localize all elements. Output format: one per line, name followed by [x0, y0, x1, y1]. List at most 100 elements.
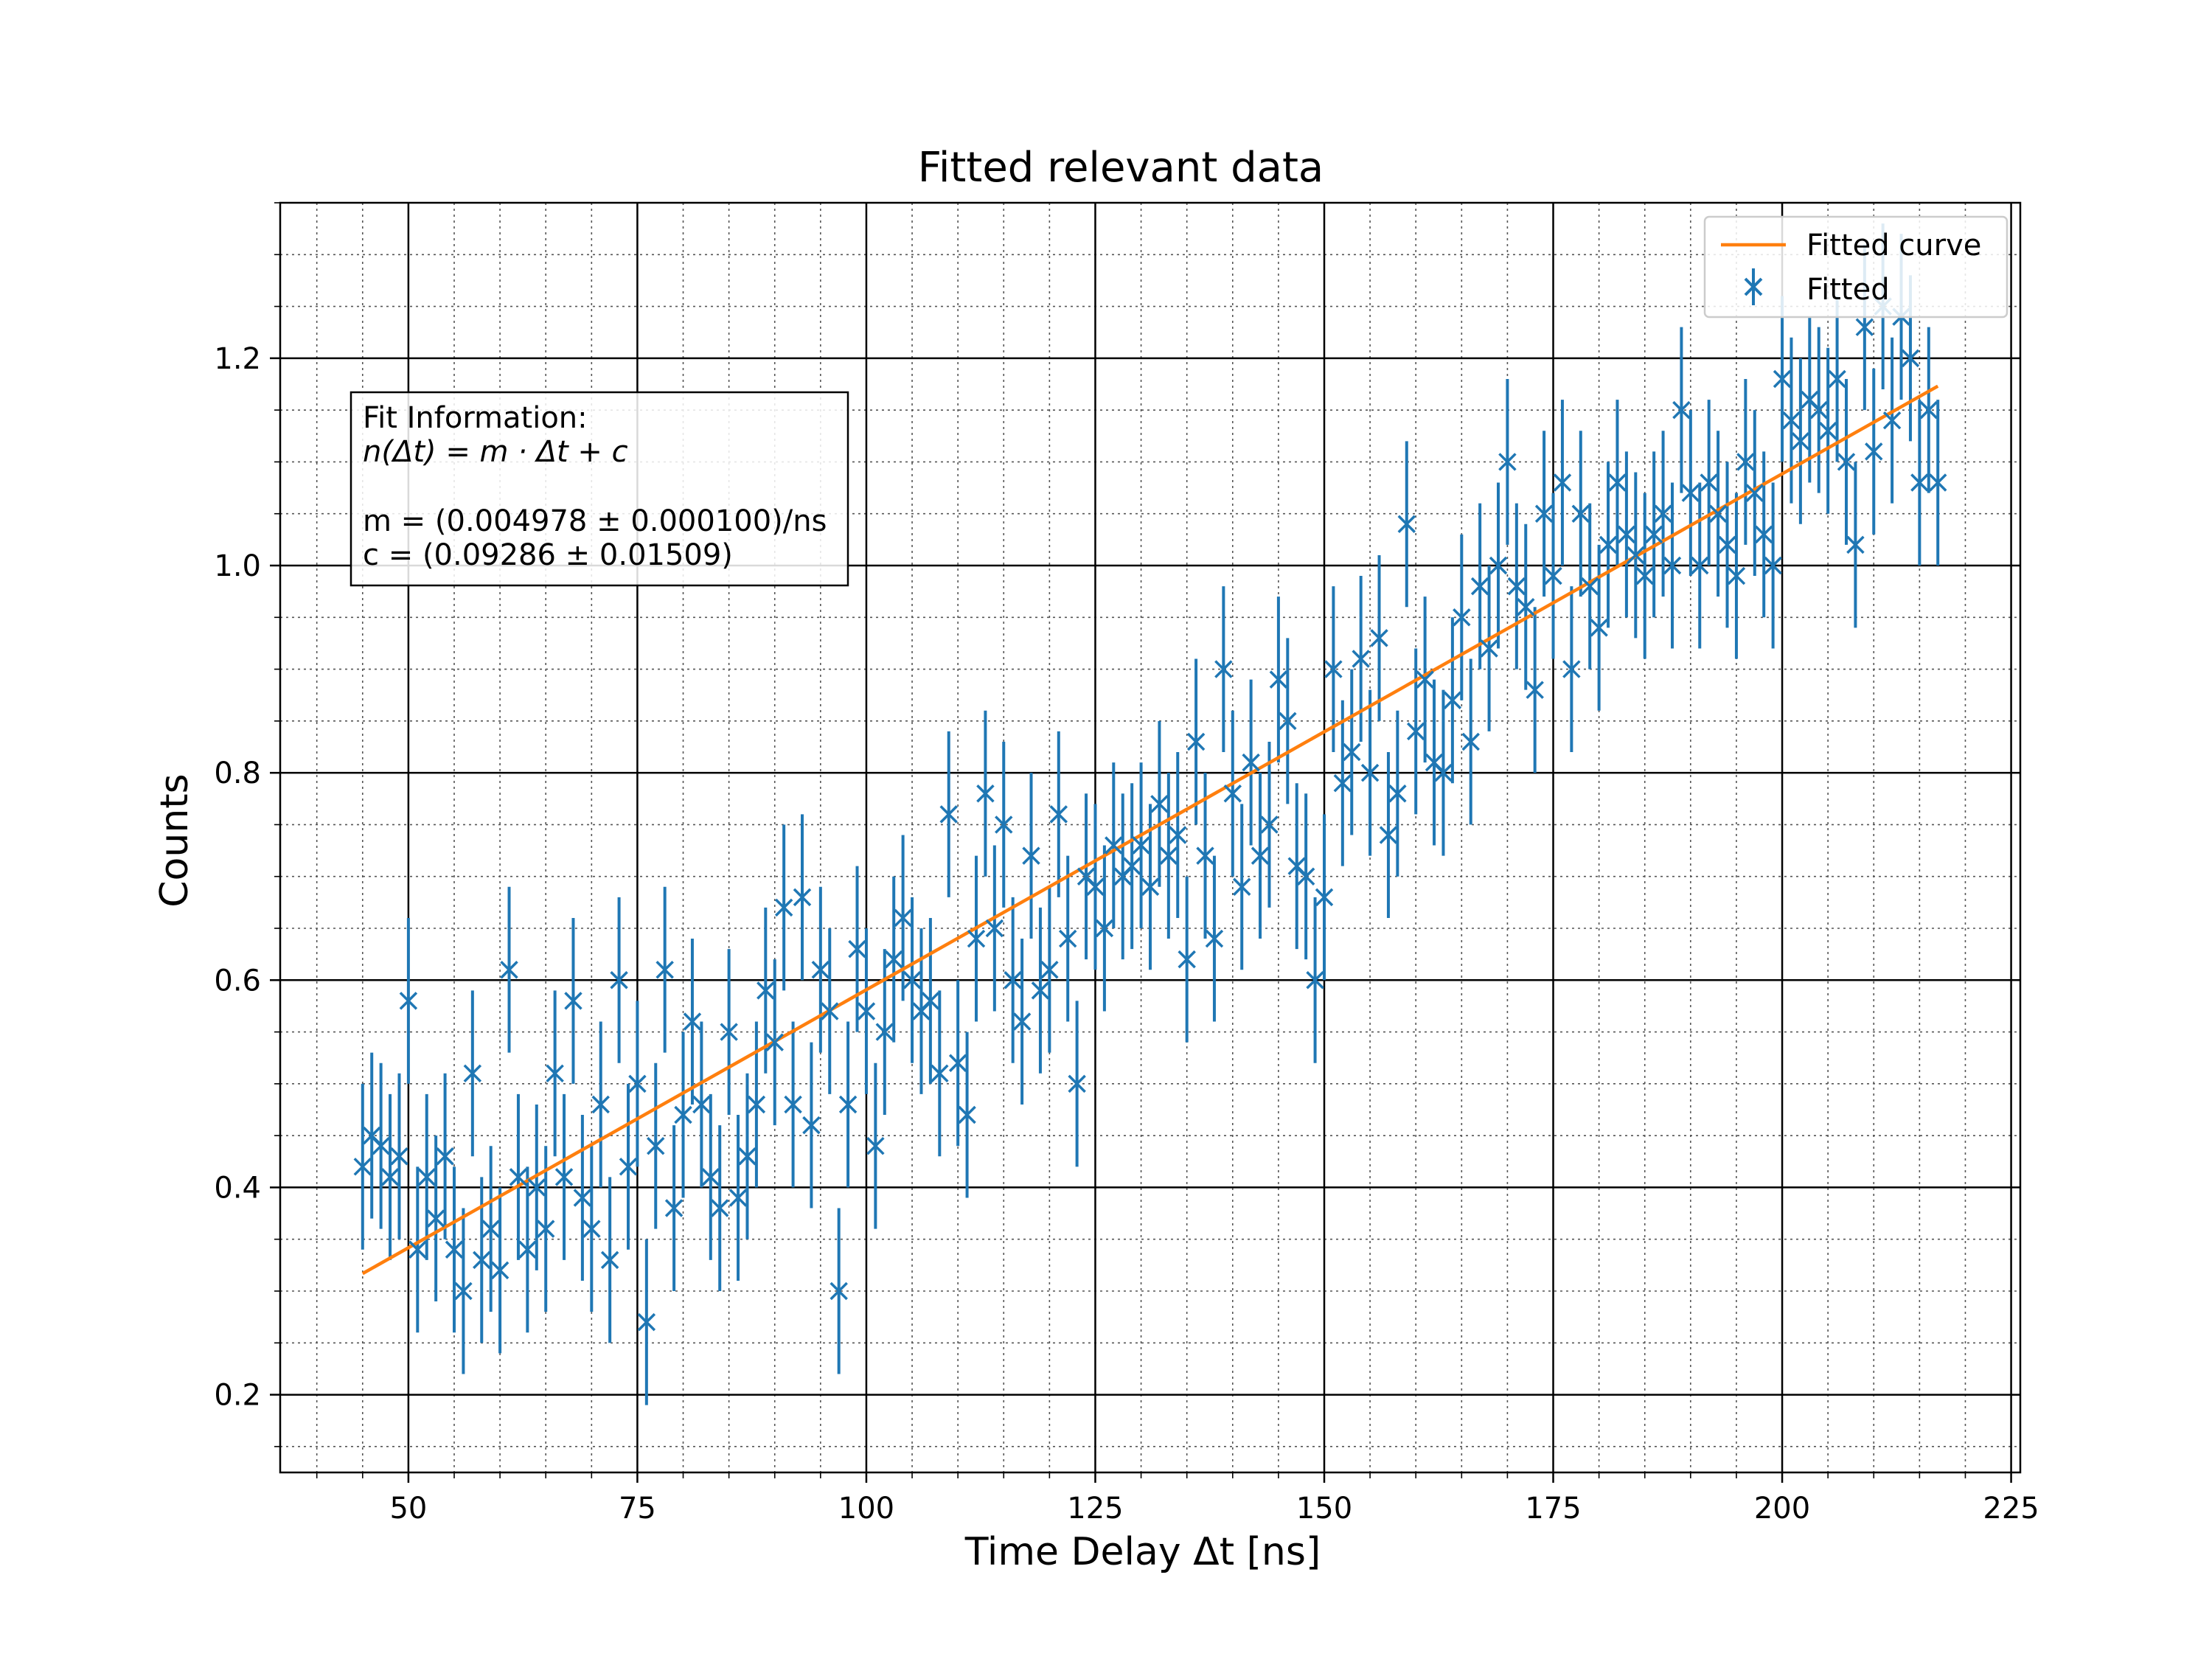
data-point-stroke	[610, 971, 628, 990]
data-point-stroke	[1031, 981, 1050, 1000]
data-point-stroke	[1782, 411, 1801, 430]
data-point	[701, 1168, 720, 1186]
data-point-stroke	[1865, 442, 1883, 461]
data-point	[637, 1312, 656, 1332]
data-point-stroke	[1012, 1012, 1032, 1031]
data-point	[573, 1189, 592, 1207]
data-point-stroke	[1251, 846, 1270, 865]
data-point-stroke	[821, 1002, 839, 1020]
data-point-stroke	[976, 785, 995, 803]
data-point-stroke	[1846, 535, 1865, 554]
data-point	[1644, 525, 1663, 544]
data-point-stroke	[1306, 971, 1324, 990]
data-point	[1122, 857, 1141, 875]
data-point	[1040, 960, 1059, 979]
data-point-stroke	[1910, 473, 1929, 492]
data-point	[1232, 877, 1251, 897]
data-point	[628, 1074, 647, 1093]
data-point-stroke	[1223, 785, 1242, 803]
data-point	[1205, 929, 1224, 948]
data-point-stroke	[674, 1105, 692, 1124]
data-point-stroke	[948, 1054, 967, 1072]
legend-label-fitted-curve: Fitted curve	[1806, 229, 1981, 262]
data-point-stroke	[1352, 650, 1370, 668]
data-point-stroke	[1498, 453, 1517, 471]
data-point-stroke	[1663, 556, 1682, 575]
data-point-stroke	[1801, 390, 1819, 409]
data-point-stroke	[1086, 877, 1105, 897]
x-tick-labels: 50 75 100 125 150 175 200 225	[389, 1492, 2039, 1526]
data-point-stroke	[536, 1220, 555, 1238]
data-point	[1745, 484, 1764, 502]
data-point-stroke	[1470, 577, 1489, 596]
chart-title: Fitted relevant data	[918, 144, 1324, 192]
data-point	[674, 1105, 692, 1124]
data-point-stroke	[1058, 929, 1077, 948]
y-tick-label: 0.4	[214, 1171, 261, 1205]
data-point-stroke	[683, 1012, 702, 1031]
data-point	[1453, 608, 1471, 627]
data-point	[1049, 805, 1068, 824]
data-point	[1370, 629, 1388, 647]
data-point-stroke	[1590, 619, 1608, 637]
data-point-stroke	[1534, 504, 1554, 523]
data-point-stroke	[1608, 473, 1627, 492]
data-point	[784, 1095, 802, 1114]
data-point-stroke	[1178, 950, 1196, 969]
data-point	[1754, 525, 1773, 544]
data-point	[1627, 546, 1645, 565]
data-point	[1022, 846, 1040, 865]
x-tick-label: 175	[1525, 1492, 1581, 1526]
data-point-stroke	[1764, 556, 1782, 575]
data-point-stroke	[1132, 836, 1150, 855]
data-point	[921, 992, 940, 1010]
data-point	[408, 1240, 427, 1259]
data-point-stroke	[701, 1168, 720, 1186]
data-point-stroke	[1169, 826, 1187, 844]
data-point	[1544, 566, 1562, 585]
data-point	[948, 1054, 967, 1072]
data-point	[518, 1240, 537, 1259]
data-point	[1186, 732, 1206, 751]
fit-info-line-1: Fit Information:	[363, 401, 588, 435]
data-point-stroke	[1480, 639, 1498, 658]
data-point-stroke	[619, 1158, 638, 1176]
data-point-stroke	[1370, 629, 1388, 647]
y-tick-label: 1.2	[214, 342, 261, 376]
data-point	[1068, 1074, 1086, 1093]
data-point-stroke	[1105, 836, 1123, 855]
data-point-stroke	[1562, 660, 1581, 678]
data-point	[1672, 400, 1691, 420]
data-point-stroke	[1416, 670, 1434, 689]
data-point-stroke	[1526, 681, 1544, 699]
data-point	[1416, 670, 1434, 689]
y-tick-label: 0.8	[214, 757, 261, 790]
data-point	[728, 1189, 748, 1207]
data-point	[1517, 597, 1535, 616]
data-point	[1617, 525, 1636, 544]
data-point-stroke	[1571, 504, 1590, 523]
data-point-stroke	[637, 1312, 656, 1332]
data-point-stroke	[985, 919, 1004, 938]
data-point	[664, 1199, 684, 1217]
data-point-stroke	[1718, 535, 1736, 554]
data-point-stroke	[1269, 670, 1288, 689]
data-point-stroke	[591, 1095, 610, 1114]
y-axis-label: Counts	[153, 773, 197, 908]
data-point-stroke	[1727, 566, 1746, 585]
data-point	[976, 785, 995, 803]
data-point	[380, 1168, 400, 1186]
data-point-stroke	[894, 908, 912, 928]
data-point-stroke	[1919, 400, 1938, 420]
data-point-stroke	[664, 1199, 684, 1217]
data-point	[1086, 877, 1105, 897]
data-point-stroke	[1095, 919, 1114, 938]
data-point	[1178, 950, 1196, 969]
data-point-stroke	[1809, 400, 1828, 420]
data-point-stroke	[1882, 411, 1902, 430]
data-point-stroke	[1324, 660, 1343, 678]
data-point-stroke	[1627, 546, 1645, 565]
data-point-stroke	[921, 992, 940, 1010]
data-point	[985, 919, 1004, 938]
data-point	[1736, 453, 1755, 471]
